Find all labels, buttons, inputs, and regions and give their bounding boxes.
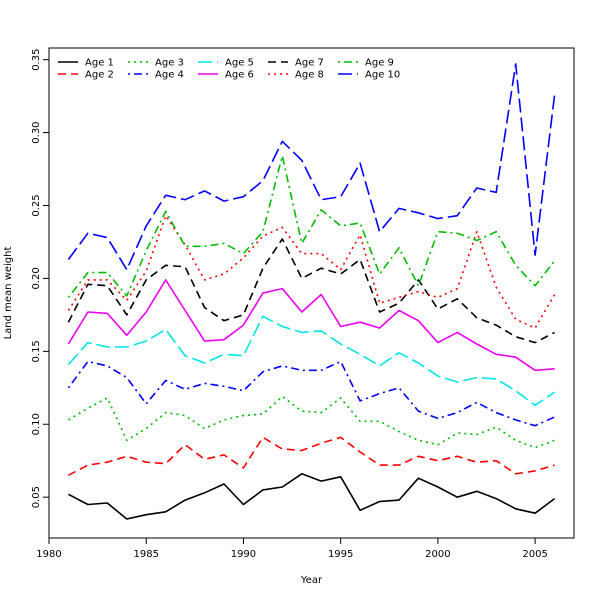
x-tick-label: 1995 [328,549,353,560]
series-line-9 [67,155,556,298]
y-tick-label: 0.25 [31,194,42,216]
series-line-10 [67,63,556,271]
y-tick-label: 0.20 [31,267,42,289]
x-tick-label: 2000 [425,549,450,560]
plot-frame [48,47,575,539]
legend-label: Age 10 [365,70,400,81]
x-tick-label: 1985 [133,549,158,560]
x-axis-label: Year [300,575,323,586]
series-line-8 [67,214,556,329]
x-tick-label: 1980 [36,549,61,560]
legend-label: Age 5 [225,58,254,69]
series-line-1 [68,472,556,520]
y-axis: 0.05 0.10 0.15 0.20 0.25 0.30 0.35 [31,49,49,508]
series-layer [67,63,556,520]
series-line-7 [67,238,555,344]
series-line-4 [67,360,555,427]
legend-label: Age 7 [295,58,324,69]
series-line-5 [67,315,556,407]
legend-label: Age 9 [365,58,394,69]
y-tick-label: 0.35 [31,49,42,71]
y-tick-label: 0.30 [31,121,42,143]
legend-label: Age 8 [295,70,324,81]
y-tick-label: 0.05 [31,486,42,508]
series-line-2 [68,436,555,477]
x-axis: 1980 1985 1990 1995 2000 2005 [36,538,548,560]
y-tick-label: 0.10 [31,413,42,435]
legend-label: Age 3 [155,58,184,69]
y-axis-label: Land mean weight [3,247,14,340]
legend-label: Age 2 [85,70,114,81]
x-tick-label: 2005 [522,549,547,560]
legend-label: Age 1 [85,58,114,69]
y-tick-label: 0.15 [31,340,42,362]
legend-label: Age 4 [155,70,184,81]
series-line-6 [67,279,555,372]
legend-label: Age 6 [225,70,254,81]
x-tick-label: 1990 [231,549,256,560]
